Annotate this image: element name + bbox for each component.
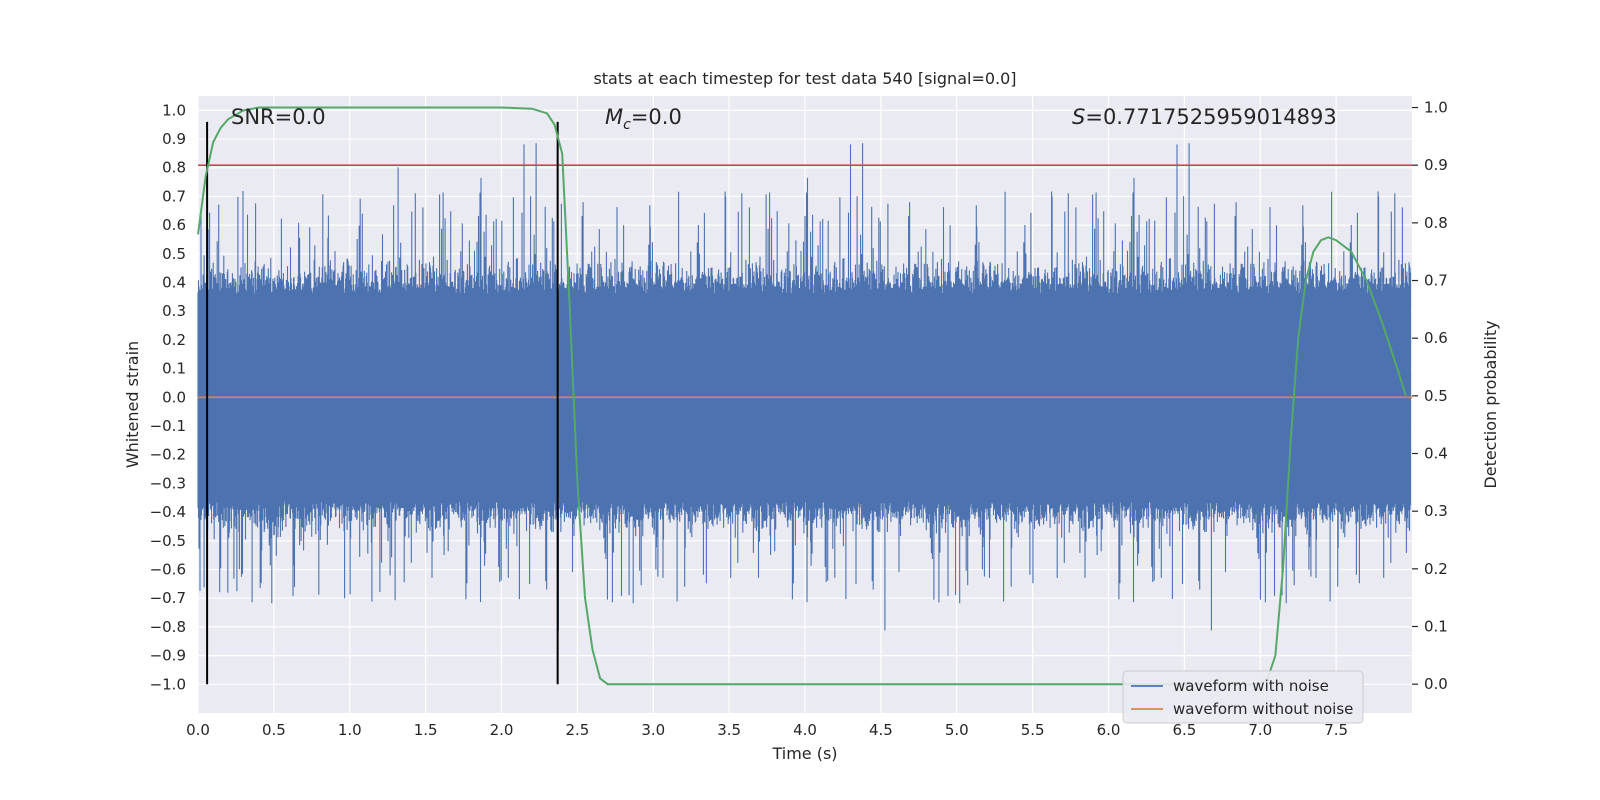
y-left-tick-label: 0.3 [162, 302, 186, 320]
x-tick-label: 3.0 [641, 721, 665, 739]
y-left-tick-label: −0.4 [150, 503, 186, 521]
annotation-s-value: =0.7717525959014893 [1085, 105, 1336, 129]
annotation-mc-value: =0.0 [631, 105, 682, 129]
y-left-tick-label: 0.9 [162, 130, 186, 148]
y-right-tick-label: 0.1 [1424, 618, 1448, 636]
x-tick-label: 6.0 [1097, 721, 1121, 739]
y-left-tick-label: −0.8 [150, 618, 186, 636]
legend: waveform with noise waveform without nois… [1122, 670, 1364, 724]
y-left-tick-label: 0.1 [162, 360, 186, 378]
y-right-tick-label: 0.0 [1424, 675, 1448, 693]
x-tick-label: 5.5 [1021, 721, 1045, 739]
x-tick-label: 2.5 [565, 721, 589, 739]
y-left-tick-label: −0.6 [150, 561, 186, 579]
annotation-chirp-mass: Mc=0.0 [605, 105, 682, 133]
x-tick-label: 3.5 [717, 721, 741, 739]
x-tick-label: 4.0 [793, 721, 817, 739]
y-left-tick-label: −0.9 [150, 647, 186, 665]
x-axis-label: Time (s) [771, 744, 837, 763]
x-tick-label: 7.5 [1324, 721, 1348, 739]
legend-label: waveform without noise [1173, 700, 1353, 718]
y-left-tick-label: 0.4 [162, 274, 186, 292]
x-tick-label: 2.0 [490, 721, 514, 739]
y-left-tick-label: −0.3 [150, 474, 186, 492]
y-left-tick-label: 0.6 [162, 216, 186, 234]
y-left-tick-label: 0.2 [162, 331, 186, 349]
y-right-axis-ticks: 1.0 0.9 0.8 0.7 0.6 0.5 0.4 0.3 0.2 0.1 0.0 [1412, 99, 1448, 693]
x-tick-label: 1.0 [338, 721, 362, 739]
x-tick-label: 0.0 [186, 721, 210, 739]
y-left-tick-label: 0.5 [162, 245, 186, 263]
x-tick-label: 5.0 [945, 721, 969, 739]
y-left-tick-label: −0.5 [150, 532, 186, 550]
y-right-tick-label: 0.2 [1424, 560, 1448, 578]
annotation-s-statistic: S=0.7717525959014893 [1072, 105, 1337, 129]
y-left-tick-label: −0.7 [150, 589, 186, 607]
vertical-markers [206, 121, 559, 685]
y-left-tick-label: −0.1 [150, 417, 186, 435]
y-left-tick-label: −1.0 [150, 675, 186, 693]
y-right-tick-label: 0.9 [1424, 156, 1448, 174]
y-left-tick-label: 0.7 [162, 187, 186, 205]
x-tick-label: 7.0 [1248, 721, 1272, 739]
annotation-snr: SNR=0.0 [231, 105, 326, 129]
x-tick-label: 0.5 [262, 721, 286, 739]
y-left-axis-label: Whitened strain [123, 341, 142, 468]
y-left-axis-ticks: 1.0 0.9 0.8 0.7 0.6 0.5 0.4 0.3 0.2 0.1 0.0 −0.1 −0.… [150, 101, 186, 693]
x-axis-ticks: 0.0 0.5 1.0 1.5 2.0 2.5 3.0 3.5 4.0 4.5 5.0 5.5 6.0 6… [186, 721, 1348, 739]
x-tick-label: 1.5 [414, 721, 438, 739]
y-right-tick-label: 0.8 [1424, 214, 1448, 232]
y-left-tick-label: 1.0 [162, 101, 186, 119]
x-tick-label: 6.5 [1172, 721, 1196, 739]
y-left-tick-label: −0.2 [150, 446, 186, 464]
y-right-tick-label: 0.4 [1424, 445, 1448, 463]
y-right-tick-label: 1.0 [1424, 99, 1448, 117]
legend-label: waveform with noise [1173, 677, 1329, 695]
y-right-tick-label: 0.7 [1424, 272, 1448, 290]
y-left-tick-label: 0.0 [162, 388, 186, 406]
annotation-mc-symbol: M [605, 105, 623, 129]
y-right-axis-label: Detection probability [1481, 320, 1500, 488]
annotation-mc-subscript: c [623, 117, 631, 133]
y-right-tick-label: 0.5 [1424, 387, 1448, 405]
y-left-tick-label: 0.8 [162, 159, 186, 177]
annotation-s-symbol: S [1072, 105, 1085, 129]
chart-title: stats at each timestep for test data 540… [593, 69, 1016, 88]
x-tick-label: 4.5 [869, 721, 893, 739]
legend-box [1122, 670, 1364, 724]
y-right-tick-label: 0.3 [1424, 502, 1448, 520]
series-detection-probability [197, 106, 1407, 686]
y-right-tick-label: 0.6 [1424, 329, 1448, 347]
